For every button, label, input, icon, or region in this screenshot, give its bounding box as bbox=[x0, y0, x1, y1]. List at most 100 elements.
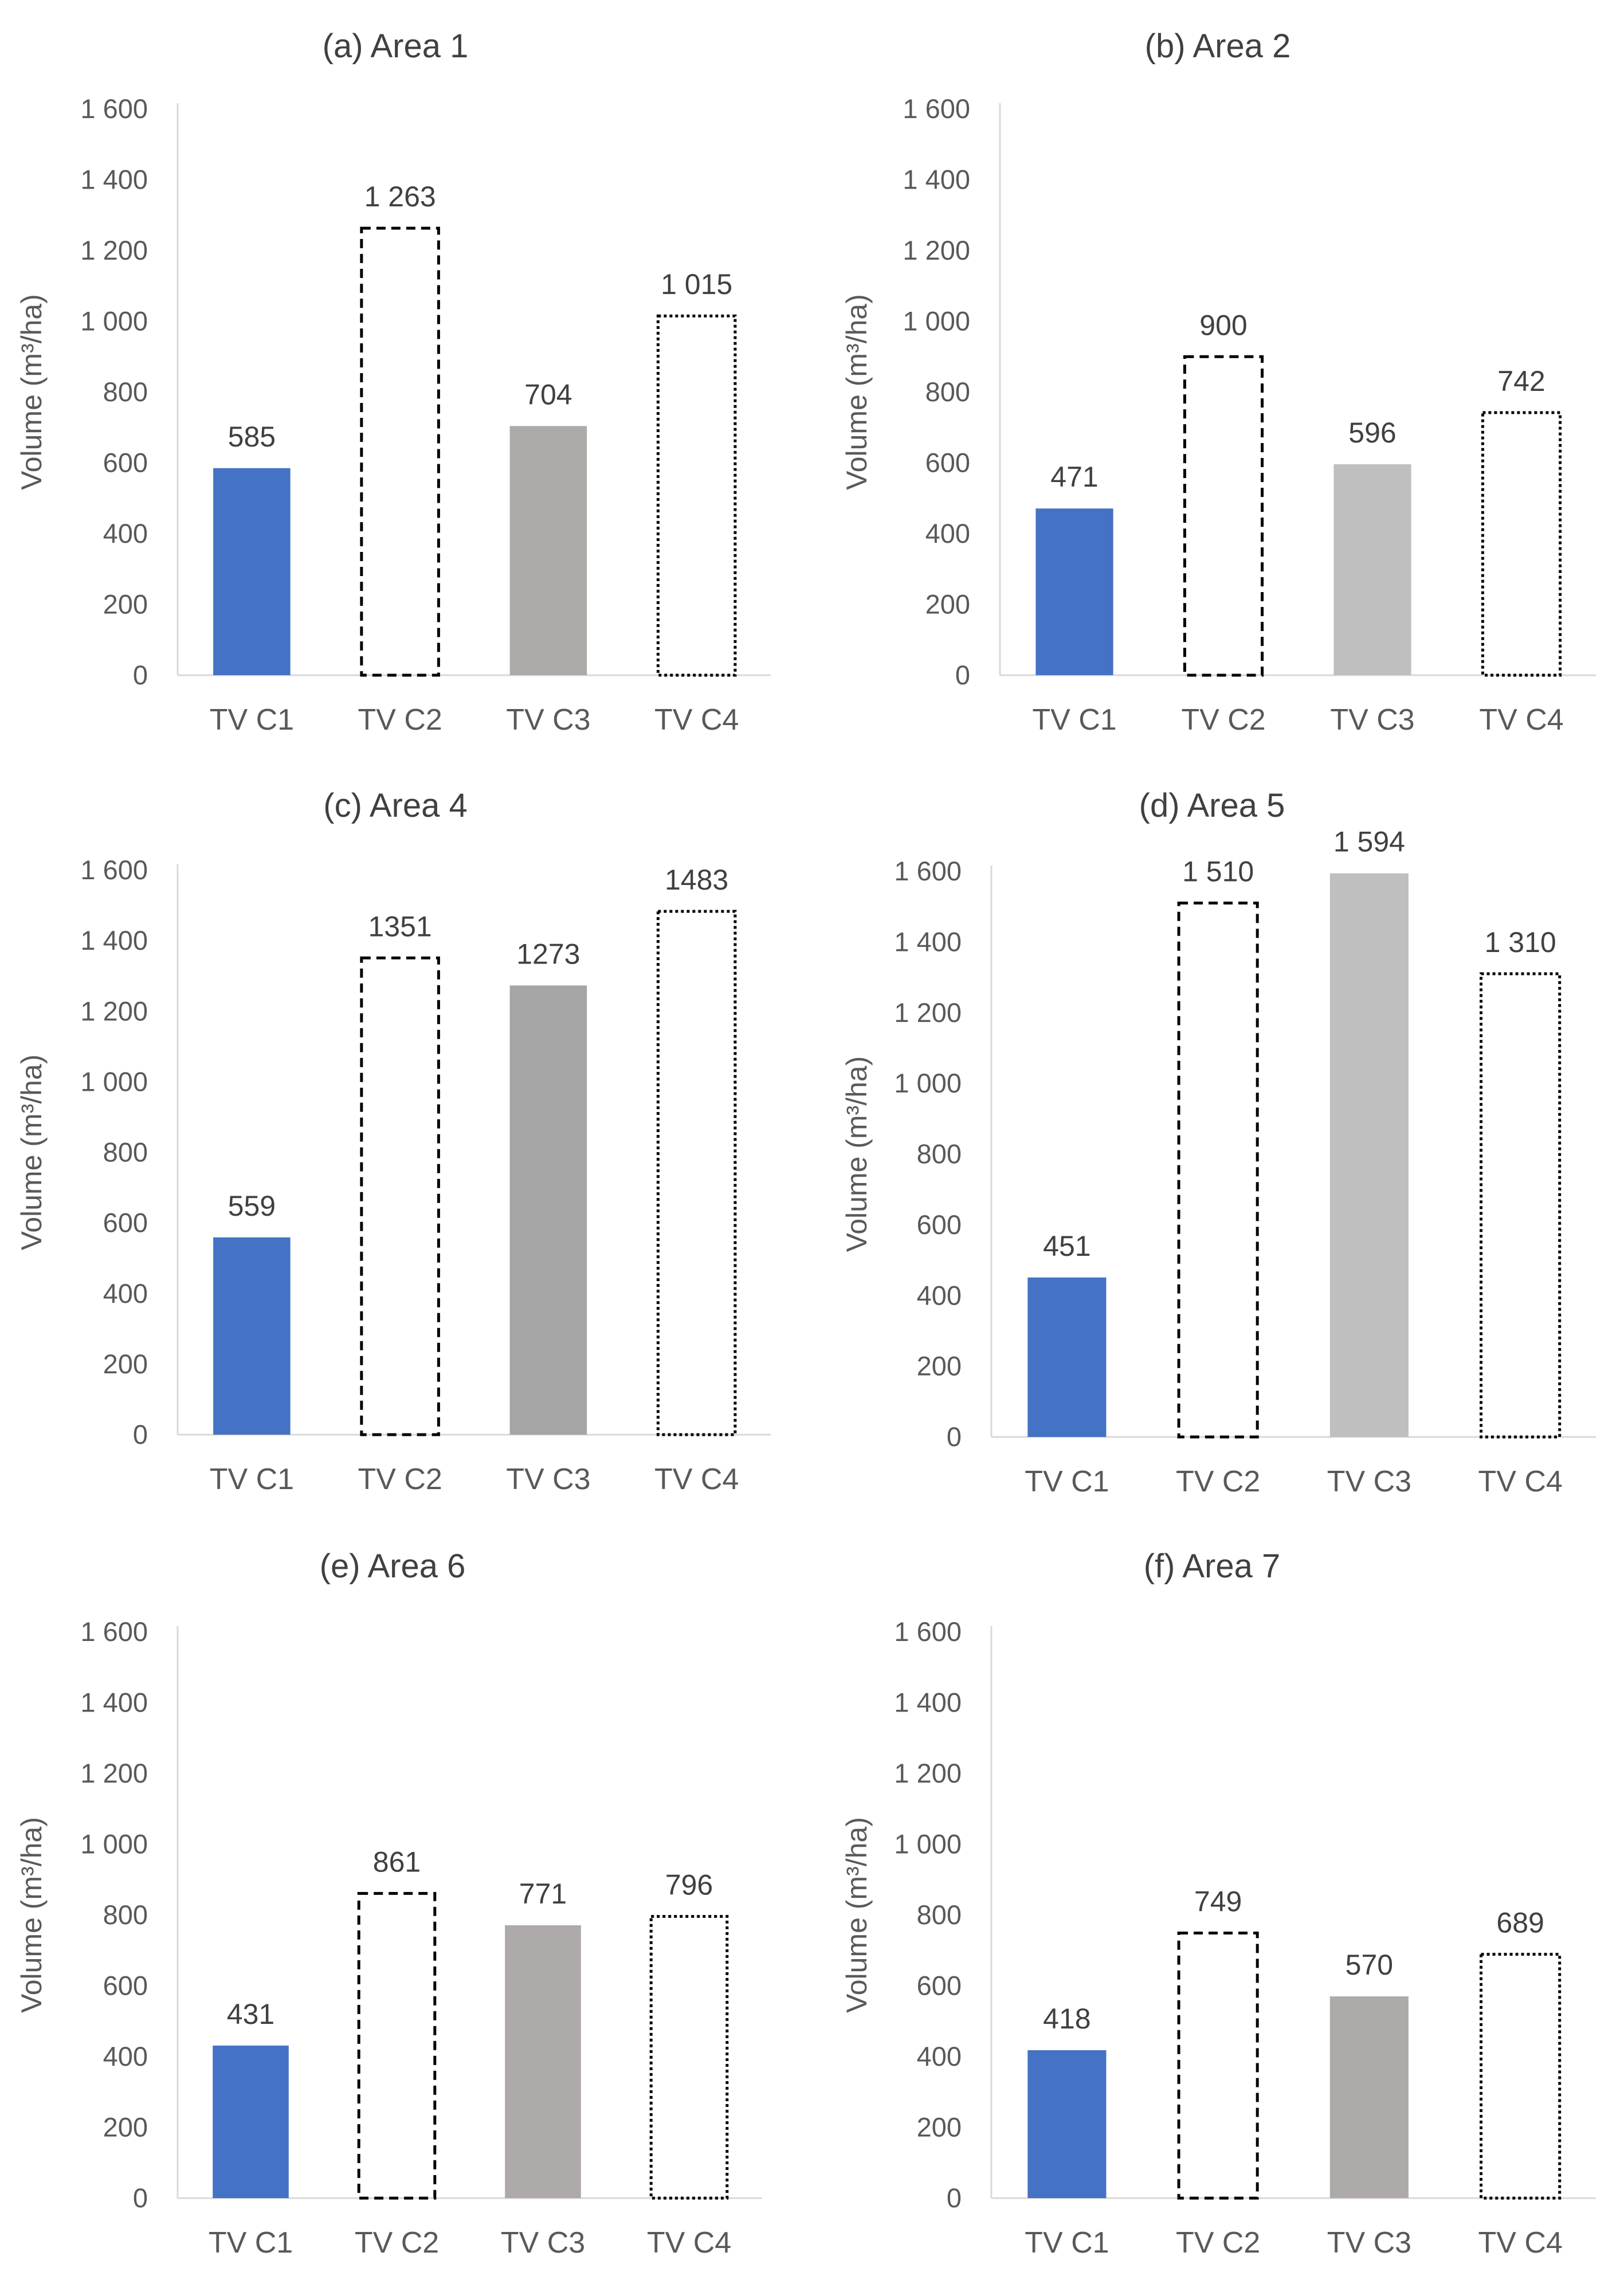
category-label: TV C1 bbox=[1025, 1465, 1109, 1498]
bar-tv-c3 bbox=[505, 1925, 581, 2198]
y-tick-label: 800 bbox=[103, 1900, 148, 1930]
panel-title: (e) Area 6 bbox=[320, 1548, 466, 1585]
data-label: 418 bbox=[1043, 2003, 1090, 2035]
y-tick-label: 600 bbox=[917, 1209, 962, 1240]
category-label: TV C2 bbox=[1176, 1465, 1260, 1498]
y-tick-label: 600 bbox=[917, 1971, 962, 2001]
category-label: TV C2 bbox=[1181, 703, 1265, 737]
category-label: TV C1 bbox=[210, 703, 294, 737]
data-label: 742 bbox=[1497, 365, 1545, 397]
data-label: 861 bbox=[373, 1846, 421, 1878]
chart-panel-5: (e) Area 6 Volume (m³/ha) 0 200 400 600 800 1 0… bbox=[15, 1548, 762, 2259]
y-tick-label: 1 400 bbox=[894, 1687, 962, 1718]
bar-tv-c3 bbox=[1333, 464, 1411, 675]
y-tick-label: 1 000 bbox=[80, 1066, 148, 1096]
bar-tv-c2 bbox=[360, 226, 440, 677]
y-tick-label: 0 bbox=[133, 2183, 148, 2213]
y-tick-label: 0 bbox=[947, 2183, 962, 2213]
chart-panel-4: (d) Area 5 Volume (m³/ha) 0 200 400 600 800 1 0… bbox=[841, 787, 1596, 1498]
category-label: TV C4 bbox=[654, 1463, 739, 1496]
y-tick-label: 1 200 bbox=[80, 1758, 148, 1788]
y-tick-label: 1 000 bbox=[894, 1068, 962, 1098]
data-label: 596 bbox=[1348, 417, 1396, 449]
data-label: 1 310 bbox=[1485, 926, 1556, 958]
bar-tv-c1 bbox=[213, 468, 291, 675]
panel-title: (a) Area 1 bbox=[323, 28, 469, 65]
y-tick-label: 1 600 bbox=[894, 856, 962, 886]
bar-tv-c4 bbox=[1481, 411, 1562, 677]
data-label: 1 594 bbox=[1333, 826, 1405, 858]
category-label: TV C3 bbox=[1327, 1465, 1411, 1498]
y-tick-label: 1 600 bbox=[903, 93, 970, 124]
bar-tv-c1 bbox=[213, 1237, 291, 1435]
category-label: TV C3 bbox=[1327, 2226, 1411, 2259]
chart-panel-2: (b) Area 2 Volume (m³/ha) 0 200 400 600 800 1 0… bbox=[841, 28, 1596, 737]
y-tick-label: 200 bbox=[925, 589, 970, 620]
category-label: TV C1 bbox=[1025, 2226, 1109, 2259]
y-tick-label: 1 200 bbox=[80, 235, 148, 265]
y-tick-label: 1 200 bbox=[903, 235, 970, 265]
bar-tv-c3 bbox=[509, 426, 587, 675]
bar-tv-c3 bbox=[509, 985, 587, 1435]
y-tick-label: 800 bbox=[103, 377, 148, 407]
y-tick-label: 800 bbox=[103, 1137, 148, 1168]
panel-title: (f) Area 7 bbox=[1144, 1548, 1281, 1585]
category-label: TV C4 bbox=[647, 2226, 731, 2259]
y-tick-label: 1 200 bbox=[80, 996, 148, 1026]
data-label: 431 bbox=[227, 1998, 274, 2030]
y-tick-label: 1 400 bbox=[894, 926, 962, 957]
category-label: TV C2 bbox=[358, 1463, 442, 1496]
data-label: 559 bbox=[228, 1190, 276, 1222]
category-label: TV C2 bbox=[1176, 2226, 1260, 2259]
panel-title: (d) Area 5 bbox=[1139, 787, 1285, 824]
y-tick-label: 400 bbox=[917, 1280, 962, 1310]
y-tick-label: 200 bbox=[103, 2112, 148, 2143]
bar-tv-c1 bbox=[1035, 508, 1113, 675]
category-label: TV C3 bbox=[506, 703, 590, 737]
y-tick-label: 1 200 bbox=[894, 1758, 962, 1788]
y-tick-label: 1 600 bbox=[80, 1616, 148, 1647]
data-label: 1273 bbox=[516, 938, 580, 970]
y-tick-label: 0 bbox=[947, 1421, 962, 1452]
y-tick-label: 0 bbox=[133, 1419, 148, 1450]
data-label: 689 bbox=[1496, 1907, 1544, 1939]
bar-tv-c4 bbox=[656, 314, 737, 677]
y-tick-label: 400 bbox=[917, 2041, 962, 2071]
category-label: TV C1 bbox=[209, 2226, 293, 2259]
bar-tv-c1 bbox=[1027, 2050, 1107, 2198]
y-tick-label: 0 bbox=[955, 660, 970, 690]
y-axis-title: Volume (m³/ha) bbox=[15, 1817, 48, 2013]
y-tick-label: 800 bbox=[917, 1900, 962, 1930]
category-label: TV C4 bbox=[1478, 1465, 1562, 1498]
data-label: 1 510 bbox=[1182, 856, 1254, 888]
data-label: 900 bbox=[1199, 309, 1247, 341]
data-label: 471 bbox=[1050, 461, 1098, 493]
data-label: 749 bbox=[1194, 1885, 1242, 1917]
chart-panel-6: (f) Area 7 Volume (m³/ha) 0 200 400 600 800 1 0… bbox=[841, 1548, 1596, 2259]
bar-tv-c1 bbox=[213, 2045, 289, 2198]
data-label: 585 bbox=[228, 421, 276, 453]
y-tick-label: 1 000 bbox=[903, 306, 970, 336]
y-tick-label: 1 600 bbox=[80, 855, 148, 885]
y-axis-title: Volume (m³/ha) bbox=[841, 294, 873, 490]
y-tick-label: 1 600 bbox=[80, 93, 148, 124]
y-tick-label: 600 bbox=[925, 448, 970, 478]
y-tick-label: 1 400 bbox=[80, 1687, 148, 1718]
y-tick-label: 600 bbox=[103, 1971, 148, 2001]
data-label: 1 263 bbox=[364, 181, 436, 213]
y-tick-label: 1 400 bbox=[80, 925, 148, 955]
category-label: TV C2 bbox=[358, 703, 442, 737]
category-label: TV C4 bbox=[1478, 2226, 1562, 2259]
y-tick-label: 200 bbox=[103, 1349, 148, 1379]
y-tick-label: 1 200 bbox=[894, 997, 962, 1028]
y-tick-label: 600 bbox=[103, 1208, 148, 1238]
bar-tv-c2 bbox=[360, 956, 440, 1436]
data-label: 796 bbox=[665, 1869, 713, 1901]
y-axis-title: Volume (m³/ha) bbox=[15, 1055, 48, 1251]
y-tick-label: 600 bbox=[103, 448, 148, 478]
y-tick-label: 1 000 bbox=[80, 306, 148, 336]
y-axis-title: Volume (m³/ha) bbox=[841, 1817, 873, 2013]
y-tick-label: 800 bbox=[917, 1139, 962, 1169]
y-tick-label: 1 400 bbox=[80, 165, 148, 195]
